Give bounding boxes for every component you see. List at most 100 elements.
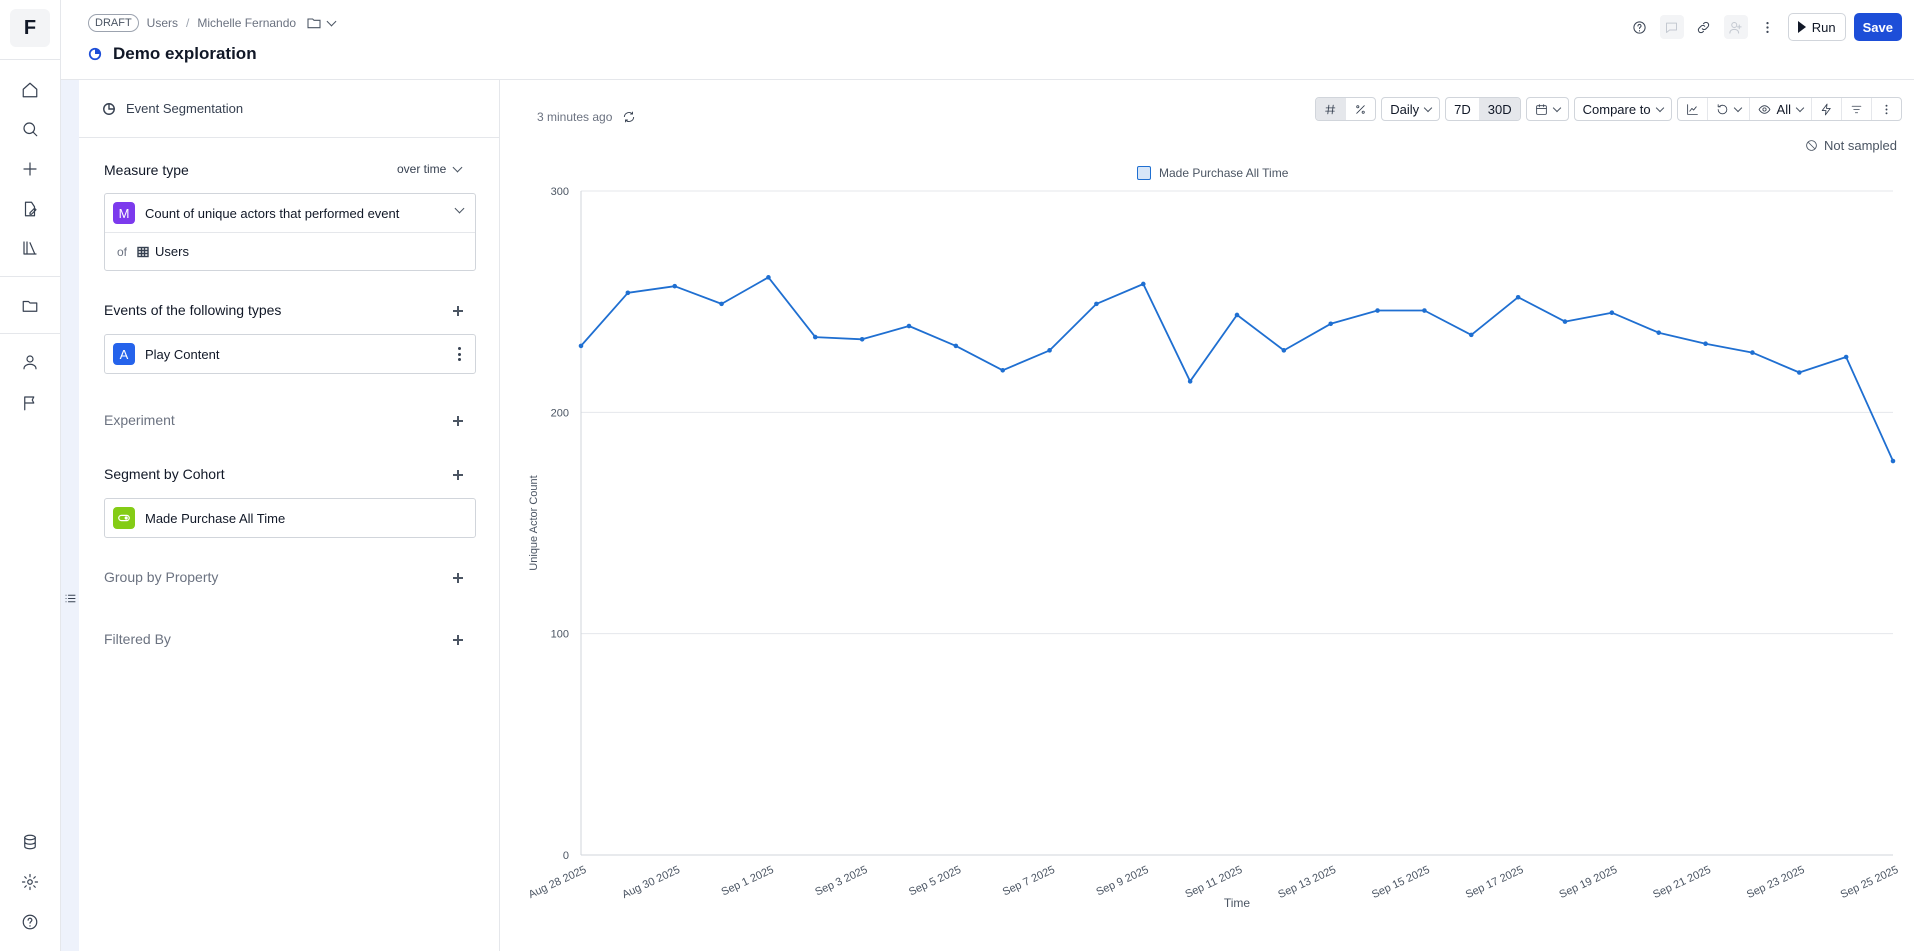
filter-icon[interactable] — [1842, 98, 1872, 120]
draft-badge: DRAFT — [88, 14, 139, 32]
granularity-select[interactable]: Daily — [1381, 97, 1441, 121]
compare-select[interactable]: Compare to — [1573, 97, 1672, 121]
help-icon[interactable] — [18, 910, 42, 934]
refresh-icon[interactable] — [622, 110, 636, 124]
legend-swatch — [1137, 166, 1151, 180]
chart-legend[interactable]: Made Purchase All Time — [1137, 166, 1288, 180]
user-icon[interactable] — [18, 350, 42, 374]
granularity-button[interactable]: Daily — [1382, 98, 1439, 120]
app-logo[interactable]: F — [10, 9, 50, 47]
link-icon[interactable] — [1692, 15, 1716, 39]
range-7d-button[interactable]: 7D — [1446, 98, 1480, 120]
data-point — [1843, 354, 1849, 360]
visibility-select[interactable]: All — [1750, 98, 1812, 120]
event-item[interactable]: A Play Content — [104, 334, 476, 374]
search-icon[interactable] — [18, 117, 42, 141]
database-icon[interactable] — [18, 830, 42, 854]
add-group-plus-icon[interactable] — [451, 571, 465, 585]
x-tick-label: Sep 3 2025 — [813, 864, 869, 899]
home-icon[interactable] — [18, 78, 42, 102]
save-button[interactable]: Save — [1853, 13, 1902, 41]
breadcrumb-item[interactable]: Users — [146, 16, 179, 30]
segment-row[interactable]: Made Purchase All Time — [105, 499, 475, 537]
list-toggle-icon[interactable] — [64, 592, 77, 605]
history-button[interactable] — [1708, 98, 1750, 120]
plus-icon[interactable] — [18, 157, 42, 181]
chevron-down-icon — [326, 16, 337, 26]
breadcrumb-item[interactable]: Michelle Fernando — [197, 16, 297, 30]
data-point — [1703, 341, 1708, 347]
calendar-button[interactable] — [1527, 98, 1568, 120]
compare-button[interactable]: Compare to — [1575, 98, 1671, 120]
event-row[interactable]: A Play Content — [105, 335, 475, 373]
x-tick-label: Sep 15 2025 — [1370, 864, 1432, 901]
entity-select[interactable]: of Users — [105, 232, 475, 270]
hash-icon[interactable] — [1316, 98, 1347, 120]
more-vertical-icon[interactable] — [1872, 98, 1901, 120]
top-header: DRAFT Users / Michelle Fernando Demo exp… — [61, 0, 1914, 80]
folder-icon[interactable] — [18, 294, 42, 318]
rail-divider — [0, 59, 60, 60]
compare-label: Compare to — [1582, 101, 1651, 117]
chevron-down-icon — [454, 203, 465, 214]
gear-icon[interactable] — [18, 870, 42, 894]
data-point — [812, 334, 818, 340]
left-nav-rail: F — [0, 0, 61, 951]
not-sampled-icon — [1806, 140, 1817, 151]
chart-toolbar: Daily 7D 30D Compare to — [1315, 97, 1902, 121]
page-title[interactable]: Demo exploration — [113, 44, 257, 63]
add-event-plus-icon[interactable] — [451, 304, 465, 318]
metric-select[interactable]: M Count of unique actors that performed … — [105, 194, 475, 232]
measure-type-label: Measure type — [104, 162, 189, 178]
range-30d-button[interactable]: 30D — [1479, 98, 1520, 120]
help-icon[interactable] — [1628, 15, 1652, 39]
share-users-icon[interactable] — [1723, 15, 1748, 39]
history-icon — [1717, 103, 1727, 114]
analysis-type-label: Event Segmentation — [126, 101, 244, 116]
data-point — [1094, 301, 1099, 307]
lightning-icon[interactable] — [1812, 98, 1842, 120]
breadcrumb-separator: / — [186, 16, 190, 30]
events-label: Events of the following types — [104, 302, 282, 318]
edit-document-icon[interactable] — [18, 197, 42, 221]
more-vertical-icon[interactable] — [458, 347, 461, 361]
query-panel: Event Segmentation Measure type over tim… — [79, 80, 500, 951]
chevron-down-icon — [452, 162, 463, 172]
date-range-group: 7D 30D — [1445, 97, 1521, 121]
metric-label: Count of unique actors that performed ev… — [145, 205, 400, 221]
segment-item[interactable]: Made Purchase All Time — [104, 498, 476, 538]
line-chart-icon[interactable] — [1678, 98, 1708, 120]
table-icon — [137, 246, 149, 257]
analysis-type-header[interactable]: Event Segmentation — [79, 80, 500, 138]
library-icon[interactable] — [18, 236, 42, 260]
last-updated-text: 3 minutes ago — [537, 110, 613, 124]
add-segment-plus-icon[interactable] — [451, 468, 465, 482]
data-point — [625, 290, 631, 296]
event-letter-badge: A — [113, 343, 135, 365]
calendar-icon — [1535, 103, 1547, 115]
flag-icon[interactable] — [18, 391, 42, 415]
measure-mode-select[interactable]: over time — [397, 162, 463, 176]
folder-menu[interactable] — [306, 15, 337, 31]
data-point — [1281, 348, 1287, 353]
add-experiment-plus-icon[interactable] — [451, 414, 465, 428]
entity-label: Users — [155, 244, 189, 259]
number-format-toggle — [1315, 97, 1377, 121]
data-point — [1187, 379, 1193, 384]
segment-label: Segment by Cohort — [104, 466, 225, 482]
date-picker[interactable] — [1525, 97, 1569, 121]
more-vertical-icon[interactable] — [1756, 15, 1780, 39]
breadcrumb: DRAFT Users / Michelle Fernando — [88, 14, 337, 32]
eye-icon — [1758, 104, 1770, 114]
title-row: Demo exploration — [88, 44, 257, 64]
filter-label: Filtered By — [104, 631, 171, 647]
sampling-status: Not sampled — [1805, 138, 1897, 153]
x-tick-label: Aug 30 2025 — [620, 864, 682, 901]
run-button[interactable]: Run — [1787, 13, 1846, 41]
add-filter-plus-icon[interactable] — [451, 633, 465, 647]
x-tick-label: Sep 13 2025 — [1276, 864, 1338, 901]
y-axis-title: Unique Actor Count — [528, 475, 540, 570]
percent-icon[interactable] — [1346, 98, 1375, 120]
comment-icon[interactable] — [1659, 15, 1684, 39]
